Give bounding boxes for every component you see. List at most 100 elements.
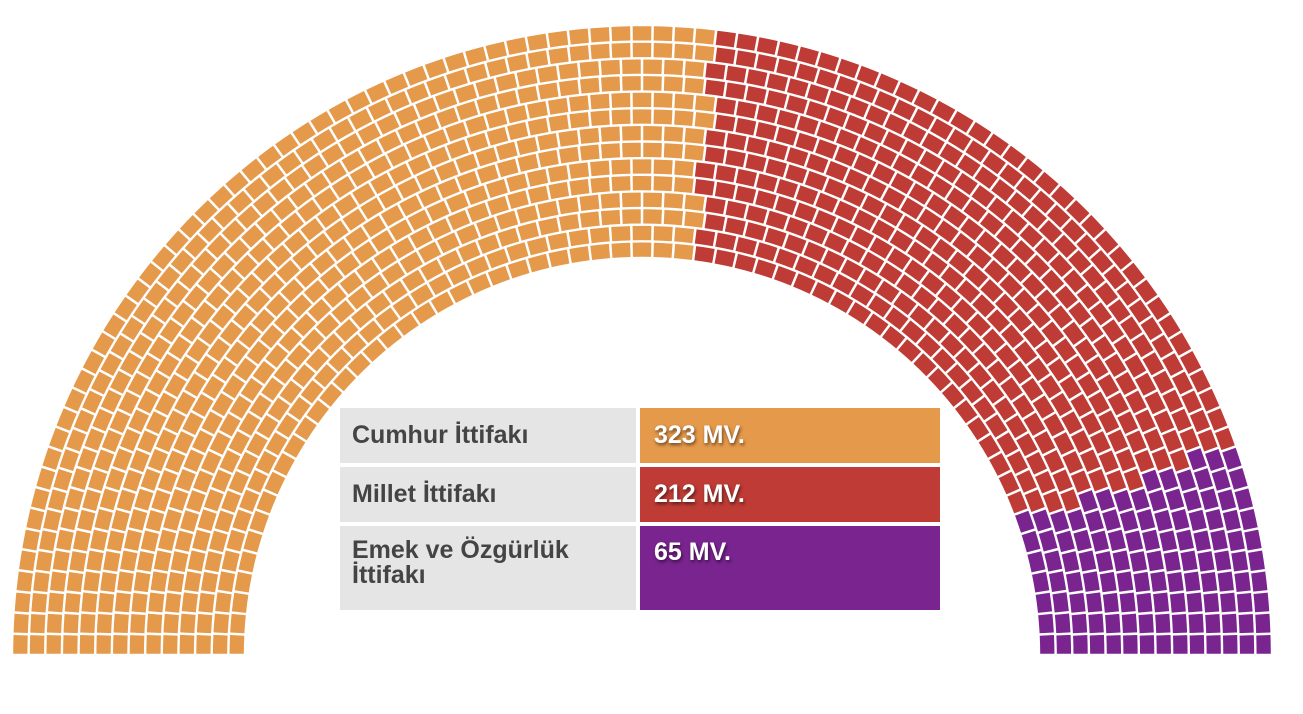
- seat-block: [375, 307, 399, 330]
- seat-block: [579, 194, 600, 211]
- seat-block: [152, 246, 175, 270]
- seat-block: [496, 90, 519, 109]
- seat-block: [100, 389, 122, 413]
- seat-block: [258, 145, 282, 169]
- seat-block: [29, 635, 45, 654]
- seat-block: [643, 142, 662, 158]
- seat-block: [300, 380, 324, 404]
- seat-block: [517, 153, 539, 172]
- seat-block: [1007, 491, 1028, 514]
- seat-block: [88, 469, 108, 492]
- seat-block: [1158, 468, 1179, 491]
- seat-block: [159, 319, 183, 343]
- seat-block: [145, 282, 168, 306]
- seat-block: [1189, 369, 1211, 393]
- seat-block: [1041, 269, 1065, 294]
- seat-block: [213, 358, 236, 382]
- seat-block: [1036, 289, 1060, 313]
- seat-block: [1095, 551, 1114, 572]
- seat-block: [972, 294, 996, 318]
- seat-block: [128, 409, 150, 433]
- seat-block: [192, 529, 211, 552]
- seat-block: [735, 50, 757, 68]
- seat-block: [725, 65, 747, 83]
- legend-seats-emek: 65 MV.: [640, 526, 940, 610]
- seat-block: [1078, 490, 1098, 513]
- seat-block: [516, 205, 539, 224]
- seat-block: [968, 122, 992, 145]
- seat-block: [1093, 335, 1116, 360]
- seat-block: [297, 199, 321, 223]
- seat-block: [153, 550, 172, 572]
- seat-block: [141, 316, 164, 340]
- seat-block: [261, 274, 285, 298]
- seat-block: [569, 45, 590, 62]
- seat-block: [1051, 185, 1075, 209]
- seat-block: [1074, 338, 1098, 362]
- seat-block: [1244, 529, 1262, 551]
- seat-block: [932, 100, 956, 123]
- seat-block: [64, 592, 81, 613]
- seat-block: [777, 41, 799, 60]
- seat-block: [745, 85, 767, 104]
- seat-block: [1151, 334, 1174, 358]
- seat-block: [1119, 592, 1136, 613]
- seat-block: [881, 325, 906, 349]
- seat-block: [715, 97, 737, 115]
- legend-row-millet: Millet İttifakı 212 MV.: [340, 467, 940, 522]
- seat-block: [755, 242, 778, 262]
- seat-block: [1152, 370, 1174, 394]
- seat-block: [1081, 215, 1105, 239]
- seat-block: [795, 185, 819, 205]
- seat-block: [1101, 319, 1125, 343]
- seat-block: [184, 571, 202, 592]
- seat-block: [1019, 158, 1043, 182]
- seat-block: [265, 344, 289, 368]
- seat-block: [238, 324, 262, 349]
- seat-block: [516, 137, 538, 155]
- seat-block: [704, 79, 726, 97]
- seat-block: [663, 209, 684, 226]
- seat-block: [192, 250, 216, 274]
- seat-block: [245, 177, 269, 200]
- seat-block: [151, 489, 171, 512]
- seat-block: [81, 592, 98, 613]
- seat-block: [930, 118, 954, 141]
- seat-block: [52, 550, 70, 572]
- legend: Cumhur İttifakı 323 MV. Millet İttifakı …: [340, 408, 940, 610]
- seat-block: [876, 280, 900, 303]
- seat-block: [643, 59, 662, 75]
- seat-block: [835, 75, 858, 96]
- seat-block: [653, 176, 673, 192]
- seat-block: [1147, 296, 1170, 321]
- seat-block: [1068, 301, 1092, 326]
- seat-block: [186, 338, 210, 362]
- seat-block: [538, 82, 559, 100]
- seat-block: [705, 63, 726, 80]
- seat-block: [611, 26, 631, 42]
- seat-block: [1021, 530, 1041, 553]
- seat-block: [437, 178, 460, 199]
- seat-block: [362, 339, 386, 362]
- seat-block: [907, 241, 931, 264]
- seat-block: [663, 59, 684, 76]
- seat-block: [861, 251, 885, 274]
- seat-block: [815, 192, 838, 213]
- seat-block: [1032, 571, 1050, 593]
- seat-block: [1014, 289, 1038, 313]
- seat-block: [853, 154, 877, 176]
- seat-block: [915, 226, 939, 249]
- legend-label-emek: Emek ve Özgürlük İttifakı: [340, 526, 636, 610]
- seat-block: [1210, 529, 1228, 551]
- seat-block: [1027, 357, 1050, 382]
- seat-block: [959, 328, 983, 353]
- seat-block: [224, 289, 248, 313]
- seat-block: [399, 251, 423, 274]
- seat-block: [307, 298, 332, 322]
- seat-block: [1113, 336, 1136, 360]
- seat-block: [283, 434, 306, 458]
- seat-block: [1053, 432, 1075, 455]
- seat-block: [1123, 634, 1138, 654]
- seat-block: [766, 141, 788, 161]
- seat-block: [735, 117, 757, 136]
